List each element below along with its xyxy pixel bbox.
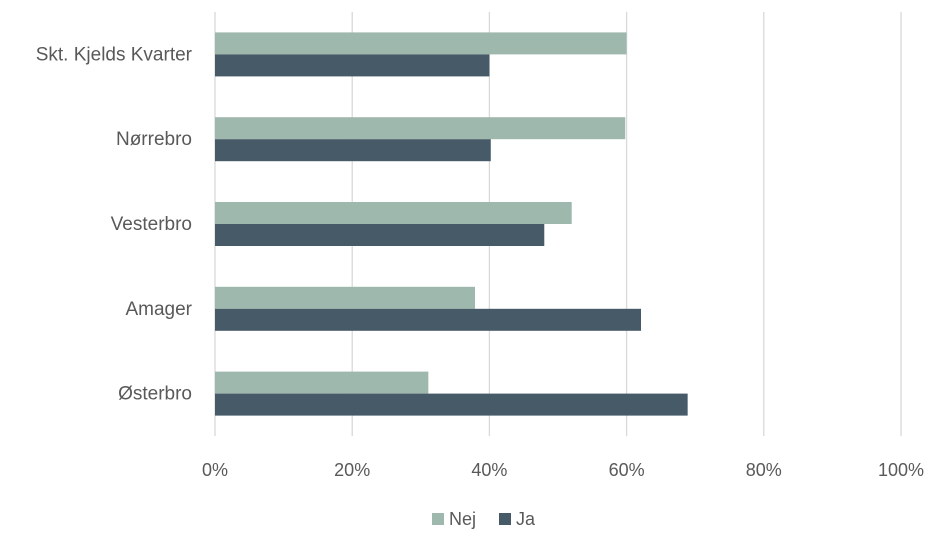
- bar-nej: [215, 32, 627, 55]
- category-label: Skt. Kjelds Kvarter: [36, 44, 193, 65]
- bars: [215, 32, 688, 416]
- legend-label-nej: Nej: [449, 509, 476, 529]
- category-label: Østerbro: [118, 384, 192, 405]
- legend-label-ja: Ja: [516, 509, 536, 529]
- x-tick-labels: 0% 20% 40% 60% 80% 100%: [202, 460, 924, 480]
- bar-nej: [215, 117, 626, 140]
- bar-ja: [215, 139, 491, 162]
- bar-ja: [215, 308, 642, 331]
- legend-swatch-ja: [499, 513, 511, 525]
- bar-nej: [215, 371, 429, 394]
- x-tick-label: 60%: [609, 460, 645, 480]
- bar-ja: [215, 393, 688, 416]
- category-label: Amager: [125, 299, 192, 320]
- category-label: Nørrebro: [116, 129, 192, 150]
- bar-ja: [215, 54, 490, 77]
- legend-swatch-nej: [432, 513, 444, 525]
- x-tick-label: 0%: [202, 460, 228, 480]
- x-tick-label: 20%: [334, 460, 370, 480]
- legend: Nej Ja: [432, 509, 536, 529]
- x-tick-label: 100%: [878, 460, 924, 480]
- bar-nej: [215, 202, 572, 224]
- bar-ja: [215, 224, 545, 246]
- category-labels: Skt. Kjelds Kvarter Nørrebro Vesterbro Amag…: [36, 44, 193, 404]
- bar-nej: [215, 286, 475, 309]
- x-tick-label: 40%: [471, 460, 507, 480]
- x-tick-label: 80%: [746, 460, 782, 480]
- category-label: Vesterbro: [111, 214, 192, 235]
